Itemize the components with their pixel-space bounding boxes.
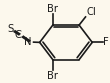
Text: C: C	[15, 30, 22, 40]
Text: S: S	[7, 24, 14, 34]
Text: N: N	[24, 37, 32, 47]
Text: Br: Br	[47, 71, 58, 81]
Text: F: F	[104, 37, 109, 47]
Text: Cl: Cl	[86, 7, 96, 17]
Text: Br: Br	[47, 4, 58, 14]
